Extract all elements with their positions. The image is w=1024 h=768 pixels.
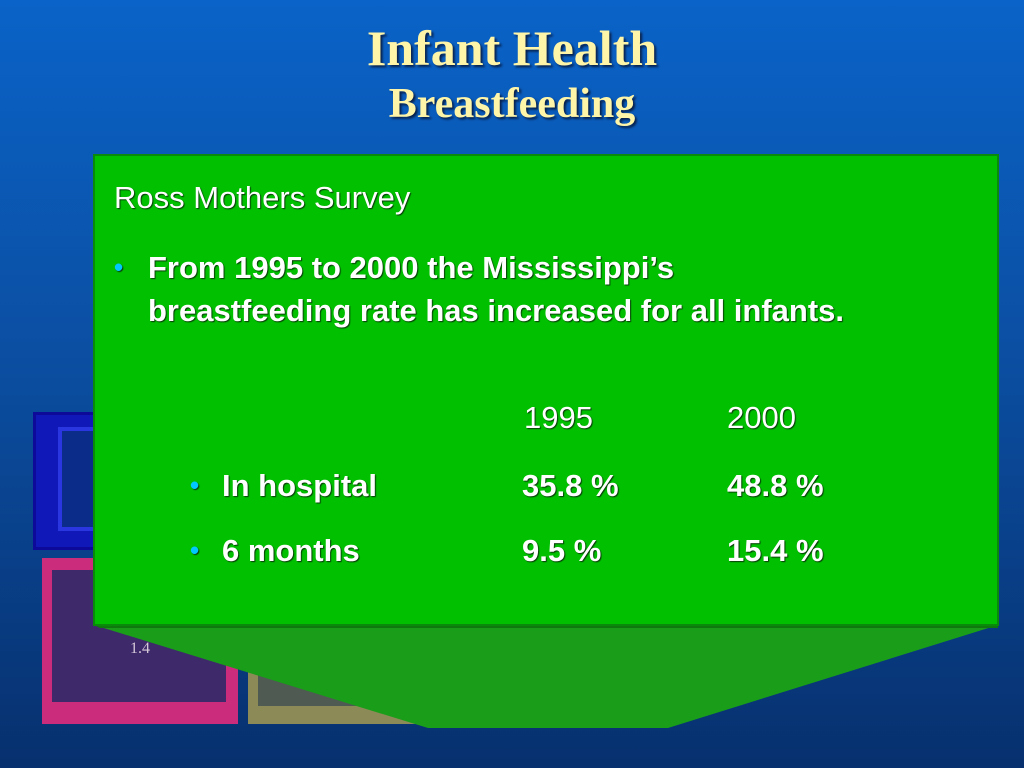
column-header-1995: 1995 <box>524 400 593 435</box>
row-label: 6 months <box>222 533 360 568</box>
cell-value: 15.4 % <box>727 533 824 568</box>
slide-title: Infant Health <box>366 20 658 76</box>
background-pink-label-line2: 1.4 <box>130 640 150 657</box>
slide-subtitle: Breastfeeding <box>388 81 636 127</box>
callout-box <box>93 154 999 626</box>
callout-arrow-face <box>94 625 998 728</box>
slide-title-block: Infant Health Breastfeeding <box>0 18 1024 130</box>
bullet-icon: • <box>190 535 200 565</box>
cell-value: 48.8 % <box>727 468 824 503</box>
cell-value: 9.5 % <box>522 533 602 568</box>
cell-value: 35.8 % <box>522 468 619 503</box>
column-header-2000: 2000 <box>727 400 796 435</box>
bullet-icon: • <box>190 470 200 500</box>
bullet-icon: • <box>114 252 124 282</box>
row-label: In hospital <box>222 468 377 503</box>
callout-heading: Ross Mothers Survey <box>114 180 411 215</box>
callout-bullet-text: From 1995 to 2000 the Mississippi’s brea… <box>148 250 845 328</box>
